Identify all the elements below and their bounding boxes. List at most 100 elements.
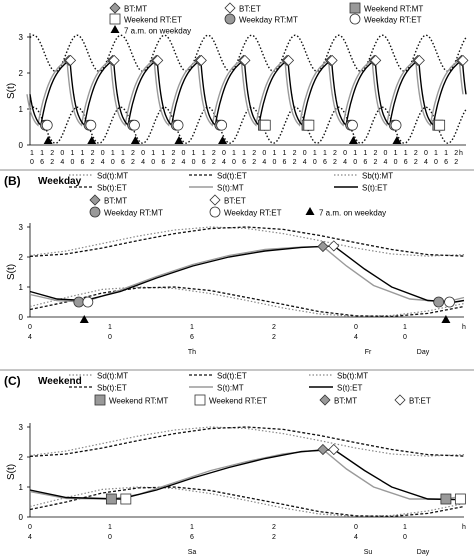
panel-a-x-tick-label: 1 [323,150,327,157]
panel-c-x-tick-label: 0 [108,534,112,541]
panel-a-legend-bt-mt-label: BT:MT [124,5,147,14]
panel-c-legend-8-marker [319,394,331,406]
panel-b-diamond-open-marker-shape [328,240,340,252]
panel-a-x-tick-label: 1 [202,150,206,157]
panel-c-x-tick-label: 0 [403,534,407,541]
panel-b-x-tick-label: 4 [28,334,32,341]
panel-b-legend-10-label: 7 a.m. on weekday [319,209,386,218]
panel-a-rt-et-marker-shape [303,119,315,131]
panel-a-bt-et-marker [413,54,425,66]
panel-a-x-tick-label: 1 [353,150,357,157]
panel-a-x-tick-label: 1 [111,150,115,157]
panel-a-weekday-7am-marker-shape [392,136,402,144]
panel-b-triangle-black-marker-shape [79,315,89,323]
panel-c-square-open-marker [120,493,132,505]
panel-a-rt-et-marker [129,119,140,131]
panel-b-legend-3-label: Sb(t):ET [97,184,127,193]
panel-b-y-tick-label: 1 [19,283,24,292]
panel-c-x-tick-label: 1 [190,524,194,531]
panel-a-x-tick-label: 2 [373,159,377,166]
panel-b-x-tick-label: 1 [403,324,407,331]
panel-a-bt-et-marker [239,54,251,66]
panel-c-y-tick-label: 2 [19,453,24,462]
panel-b-x-tick-label: 0 [354,324,358,331]
panel-b-x-tick-label: 6 [190,334,194,341]
panel-a-x-tick-label: 1 [363,150,367,157]
panel-b-y-tick-label: 3 [19,223,24,232]
panel-a-rt-et-marker-shape [390,119,402,131]
panel-b-y-tick-label: 0 [19,313,24,322]
panel-c-x-tick-label: 4 [354,534,358,541]
panel-c-y-tick-label: 0 [19,513,24,522]
panel-a-x-tick-label: 0 [313,159,317,166]
panel-a-bt-et-marker [152,54,164,66]
panel-a-x-tick-label: 2 [414,150,418,157]
panel-b-circle-grey-marker [73,296,85,308]
panel-a-rt-et-marker [172,119,184,131]
panel-a-x-tick-label: 1 [272,150,276,157]
panel-a-bt-et-marker [326,54,338,66]
panel-a-x-tick-label: 2 [131,159,135,166]
panel-a-x-tick-label: 4 [384,159,388,166]
panel-a-x-tick-label: 1 [283,150,287,157]
panel-a-legend-weekday-rt-et-marker-shape [349,13,361,25]
panel-a-x-tick-label: 1 [30,150,34,157]
panel-a-x-tick-label: 0 [192,159,196,166]
panel-b-circle-grey-marker-shape [73,296,85,308]
panel-a-x-tick-label: 6 [40,159,44,166]
panel-c-x-tick-label: 4 [28,534,32,541]
panel-a-x-tick-label: 1 [313,150,317,157]
panel-b-diamond-grey-marker [317,240,329,253]
panel-a-x-tick-label: 0 [272,159,276,166]
panel-a-x-tick-label: 0 [353,159,357,166]
panel-c-legend-4-label: S(t):MT [217,384,244,393]
panel-a-x-tick-label: 0 [101,150,105,157]
panel-a-x-tick-label: 1 [161,150,165,157]
panel-b-legend-2-label: Sb(t):MT [362,172,393,181]
panel-b-series-sb-t-mt [29,286,465,318]
panel-a-rt-et-marker [303,119,315,131]
panel-c-square-open-marker [454,493,466,505]
panel-a-x-tick-label: 2 [212,159,216,166]
panel-b-legend-8-marker [89,206,101,218]
panel-c-legend-9-marker-shape [394,394,406,406]
panel-a-x-tick-label: 0 [182,150,186,157]
panel-a-legend-7am-marker [110,25,120,33]
panel-a-x-tick-label: 2 [333,150,337,157]
panel-b-legend-9-marker-shape [209,206,221,218]
panel-b-legend-10-marker-shape [305,207,315,215]
panel-a-x-tick-label: 2 [50,159,54,166]
panel-a-x-tick-label: 0 [151,159,155,166]
panel-b-series-s-t-et [29,245,465,303]
panel-a-x-tick-label: 1 [121,150,125,157]
panel-a-y-axis-label: S(t) [6,83,17,99]
panel-c-y-tick-label: 1 [19,483,24,492]
panel-a-bt-et-marker-shape [239,54,251,66]
panel-b-x-tick-label: 2 [272,324,276,331]
panel-b-circle-open-marker-shape [444,296,455,308]
panel-c-legend-0-label: Sd(t):MT [97,372,128,381]
panel-a-x-tick-label: 6 [444,159,448,166]
panel-b-legend-6-marker-shape [89,194,101,206]
panel-b-legend-0-label: Sd(t):MT [97,172,128,181]
panel-a-x-tick-label: 0 [60,150,64,157]
panel-a-rt-et-marker [216,119,228,131]
panel-a-rt-et-marker [41,119,53,131]
panel-a-x-tick-label: 6 [121,159,125,166]
panel-b-title: Weekday [38,176,82,187]
panel-a-x-tick-label: 2 [50,150,54,157]
panel-b-series-sd-t-et [29,226,465,258]
panel-a-x-tick-label: 0 [222,150,226,157]
panel-a-x-tick-label: 0 [303,150,307,157]
panel-a-weekday-7am-marker-shape [174,136,184,144]
panel-a-legend-weekday-rt-mt-marker-shape [224,13,236,25]
panel-c-legend-9-marker [394,394,406,406]
panel-a-x-tick-label: 0 [70,159,74,166]
panel-a-x-tick-label: 2 [293,150,297,157]
panel-a-x-tick-label: 6 [81,159,85,166]
panel-b-legend-8-label: Weekday RT:MT [104,209,163,218]
panel-a-x-tick-label: 0 [30,159,34,166]
panel-a-rt-et-marker [347,119,358,131]
panel-a-x-tick-label: 1 [70,150,74,157]
panel-c-panel-label: (C) [4,374,21,388]
